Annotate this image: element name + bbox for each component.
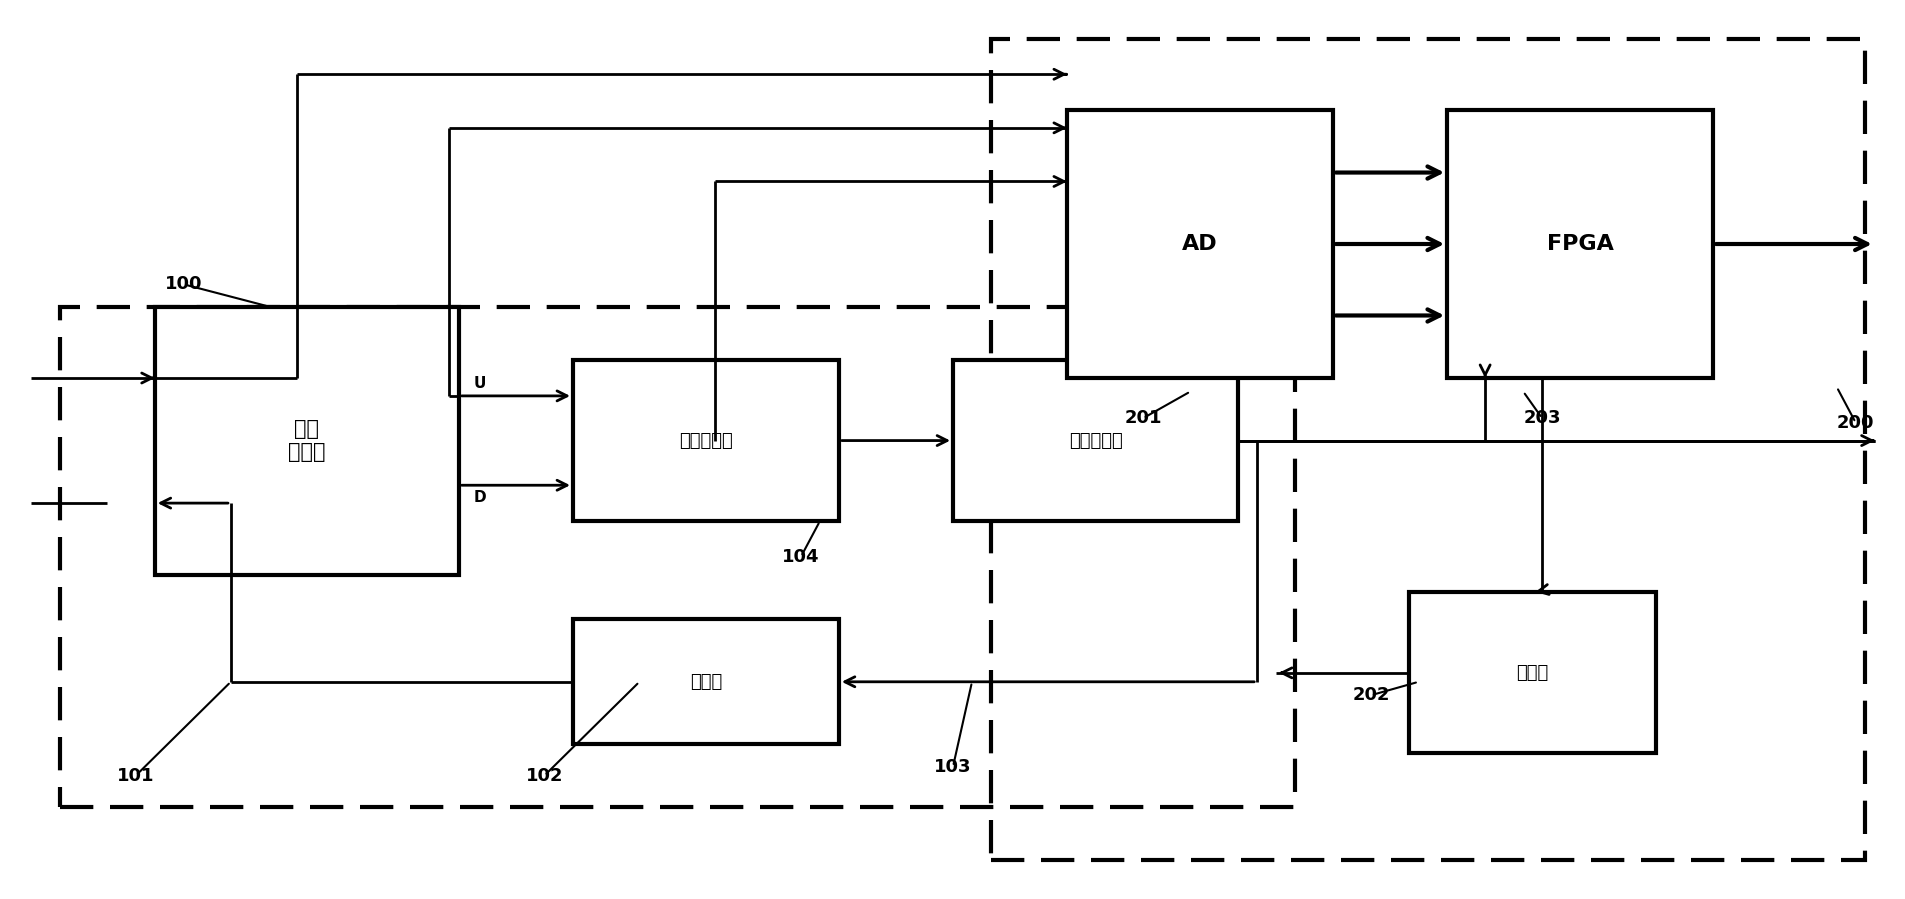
Bar bbox=[573, 619, 838, 744]
Text: 203: 203 bbox=[1522, 409, 1560, 427]
Text: 100: 100 bbox=[164, 275, 202, 293]
Text: U: U bbox=[474, 377, 486, 391]
Text: 104: 104 bbox=[781, 547, 819, 565]
Text: D: D bbox=[474, 490, 486, 504]
Text: 控制器: 控制器 bbox=[1516, 663, 1549, 681]
Text: 环路滤波器: 环路滤波器 bbox=[678, 432, 732, 450]
Text: AD: AD bbox=[1181, 234, 1217, 254]
Bar bbox=[952, 360, 1238, 521]
Text: FPGA: FPGA bbox=[1545, 234, 1614, 254]
Bar bbox=[59, 307, 1293, 807]
Text: 压控振荡器: 压控振荡器 bbox=[1069, 432, 1122, 450]
Text: 201: 201 bbox=[1124, 409, 1162, 427]
Text: 鉴频
鉴相器: 鉴频 鉴相器 bbox=[288, 419, 326, 462]
Bar bbox=[1408, 592, 1655, 753]
Bar bbox=[1067, 110, 1332, 378]
Text: 202: 202 bbox=[1353, 686, 1389, 704]
Text: 101: 101 bbox=[116, 767, 154, 785]
Bar bbox=[154, 307, 459, 574]
Text: 103: 103 bbox=[933, 758, 972, 776]
Text: 200: 200 bbox=[1836, 414, 1873, 432]
Text: 分频器: 分频器 bbox=[690, 672, 722, 690]
Bar bbox=[991, 39, 1865, 860]
Text: 102: 102 bbox=[526, 767, 562, 785]
Bar bbox=[573, 360, 838, 521]
Bar bbox=[1446, 110, 1713, 378]
